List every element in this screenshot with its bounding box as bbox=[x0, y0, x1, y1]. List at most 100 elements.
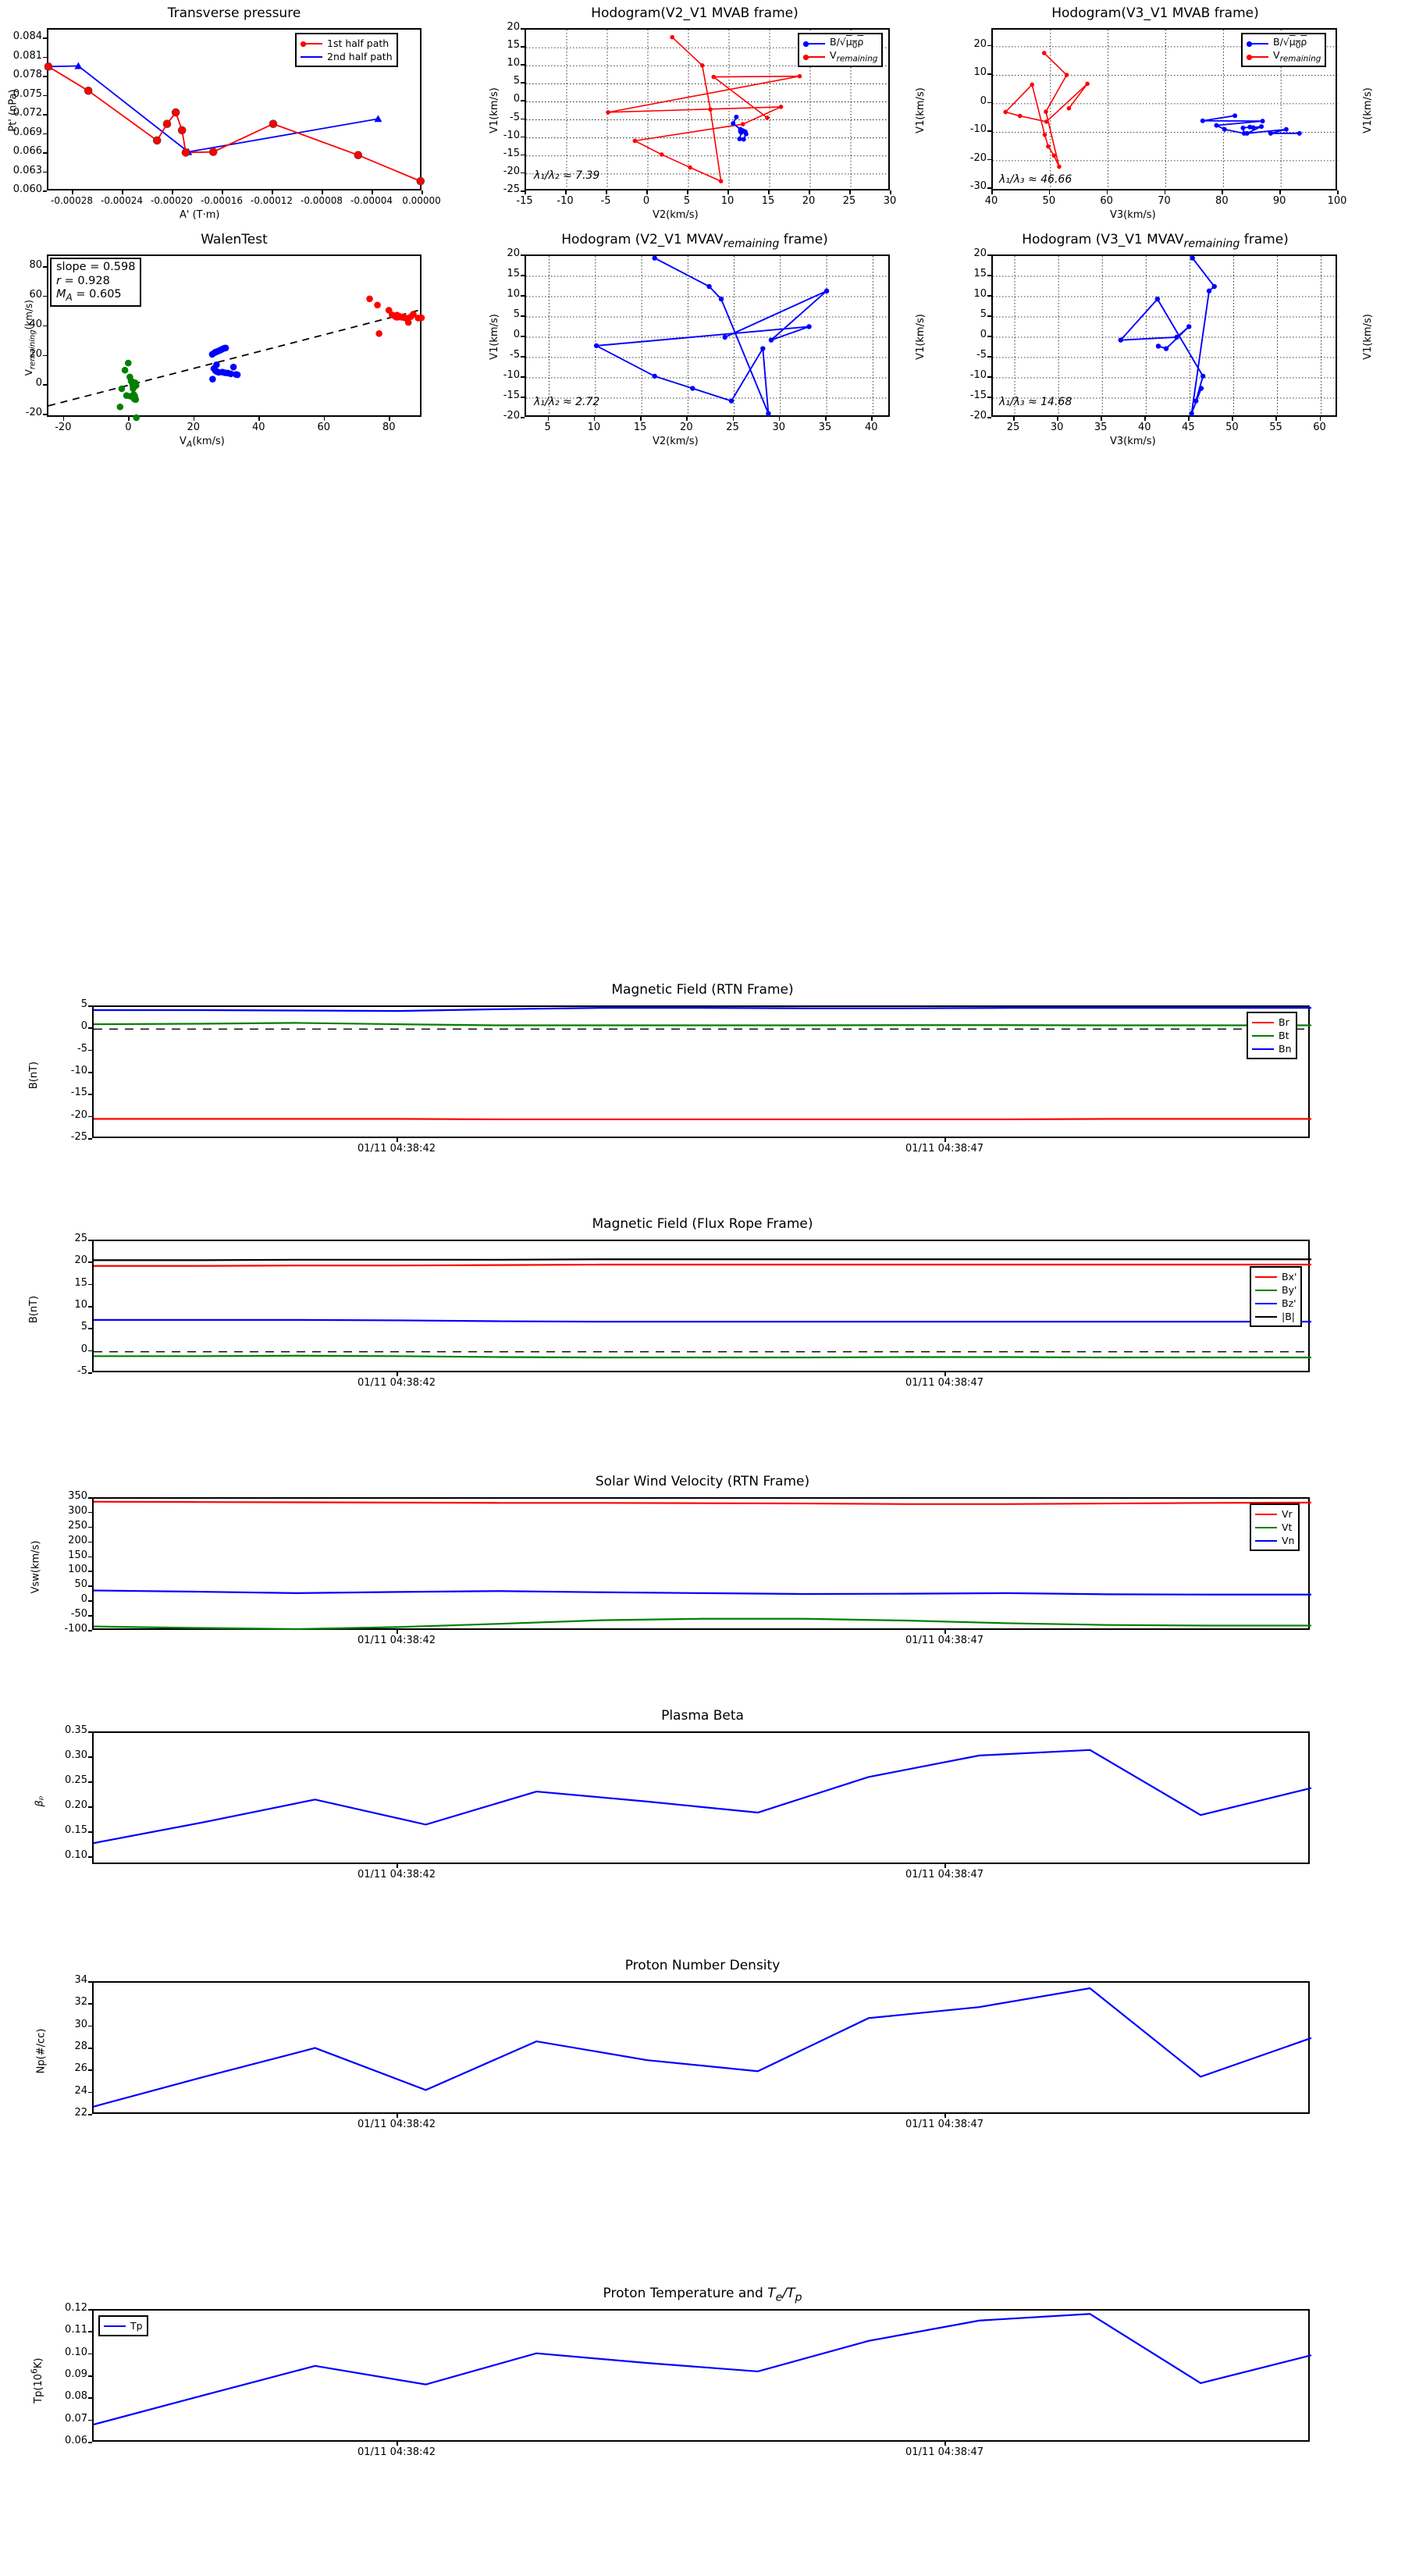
x-tick-mark bbox=[389, 417, 390, 421]
x-tick-label: 25 bbox=[726, 422, 739, 433]
y-tick-mark bbox=[987, 315, 991, 317]
y-tick-mark bbox=[521, 315, 525, 317]
y-tick-mark bbox=[521, 417, 525, 418]
y-tick-label: -20 bbox=[503, 410, 520, 422]
x-tick-mark bbox=[1279, 190, 1281, 194]
x-tick-label: -0.00004 bbox=[350, 195, 393, 206]
y-tick-mark bbox=[88, 1005, 92, 1007]
y-tick-label: -20 bbox=[969, 151, 987, 164]
y-tick-mark bbox=[88, 1511, 92, 1514]
legend-item: |B| bbox=[1255, 1310, 1297, 1323]
x-tick-mark bbox=[849, 190, 851, 194]
x-tick-mark bbox=[1106, 190, 1108, 194]
x-tick-label: 01/11 04:38:42 bbox=[357, 1143, 436, 1155]
plot-area bbox=[525, 254, 891, 418]
y-tick-mark bbox=[43, 133, 47, 135]
y-tick-label: 0.081 bbox=[12, 49, 42, 62]
x-tick-label: 60 bbox=[1100, 195, 1113, 207]
x-tick-label: 5 bbox=[544, 422, 551, 433]
legend-item: Vr bbox=[1255, 1507, 1294, 1521]
y-tick-mark bbox=[88, 1731, 92, 1733]
legend-item: By' bbox=[1255, 1283, 1297, 1297]
legend-item: Vn bbox=[1255, 1534, 1294, 1547]
y-axis-label-right: V1(km/s) bbox=[1361, 314, 1374, 360]
y-tick-mark bbox=[88, 1115, 92, 1118]
eigenvalue-ratio-annotation: λ₁/λ₂ ≈ 2.72 bbox=[534, 396, 600, 408]
x-tick-label: 40 bbox=[1137, 422, 1151, 433]
x-tick-label: 30 bbox=[883, 195, 897, 207]
walen-ma: MA = 0.605 bbox=[56, 288, 122, 304]
x-tick-label: 30 bbox=[1050, 422, 1064, 433]
x-tick-label: 60 bbox=[1313, 422, 1326, 433]
x-tick-mark bbox=[547, 417, 550, 421]
y-tick-mark bbox=[88, 1600, 92, 1602]
x-tick-label: 50 bbox=[1042, 195, 1056, 207]
y-tick-mark bbox=[88, 2114, 92, 2115]
y-axis-label-right: V1(km/s) bbox=[1361, 87, 1374, 133]
legend-item: Vremaining bbox=[803, 49, 878, 64]
y-tick-mark bbox=[987, 397, 991, 398]
x-tick-label: 20 bbox=[680, 422, 693, 433]
x-tick-label: -15 bbox=[516, 195, 533, 207]
legend: Bx' By' Bz' |B| bbox=[1250, 1266, 1303, 1327]
y-tick-mark bbox=[88, 1306, 92, 1308]
x-tick-mark bbox=[1164, 190, 1165, 194]
y-tick-label: -20 bbox=[25, 407, 42, 419]
legend-label: Tp bbox=[130, 2320, 143, 2332]
legend-item: Bz' bbox=[1255, 1297, 1297, 1310]
y-tick-mark bbox=[987, 130, 991, 132]
y-tick-mark bbox=[88, 1556, 92, 1558]
x-tick-label: 90 bbox=[1272, 195, 1286, 207]
x-tick-mark bbox=[397, 1864, 398, 1868]
y-tick-label: -5 bbox=[77, 1365, 87, 1377]
y-tick-label: 5 bbox=[80, 1321, 87, 1333]
legend: B/√μ0ρ Vremaining bbox=[798, 33, 884, 67]
y-tick-label: 0.08 bbox=[65, 2390, 87, 2403]
legend-line-bn bbox=[1252, 1048, 1274, 1050]
legend-line-red bbox=[803, 55, 825, 60]
x-tick-label: 100 bbox=[1327, 195, 1347, 207]
y-tick-label: -10 bbox=[503, 369, 520, 381]
legend-label: Vremaining bbox=[830, 49, 878, 64]
y-tick-label: 0.15 bbox=[65, 1824, 87, 1837]
panel-walen-test: WalenTest Vremaining(km/s) VA(km/s) slop… bbox=[0, 226, 468, 453]
legend-item: Vremaining bbox=[1247, 49, 1321, 64]
x-tick-label: 80 bbox=[382, 422, 396, 433]
y-tick-mark bbox=[987, 336, 991, 337]
legend-label: Vremaining bbox=[1273, 49, 1321, 64]
y-tick-label: 20 bbox=[973, 37, 987, 50]
y-tick-mark bbox=[43, 325, 47, 327]
legend-line-red bbox=[1247, 55, 1268, 60]
x-tick-mark bbox=[1013, 417, 1015, 421]
y-tick-mark bbox=[43, 295, 47, 297]
y-tick-label: -5 bbox=[77, 1042, 87, 1055]
y-tick-label: 24 bbox=[74, 2084, 87, 2097]
y-tick-label: -10 bbox=[70, 1065, 87, 1076]
legend: Tp bbox=[98, 2315, 148, 2336]
x-tick-mark bbox=[732, 417, 735, 421]
y-tick-mark bbox=[88, 1781, 92, 1783]
x-tick-label: 0 bbox=[642, 195, 650, 207]
x-tick-label: 01/11 04:38:47 bbox=[905, 2446, 984, 2458]
x-tick-mark bbox=[825, 417, 827, 421]
y-tick-mark bbox=[521, 356, 525, 358]
y-tick-mark bbox=[43, 56, 47, 59]
x-tick-mark bbox=[944, 1630, 946, 1634]
y-tick-label: -15 bbox=[70, 1087, 87, 1099]
y-tick-label: 15 bbox=[507, 268, 520, 279]
walen-slope: slope = 0.598 bbox=[56, 261, 136, 273]
y-tick-mark bbox=[521, 172, 525, 174]
legend-item: B/√μ0ρ bbox=[1247, 36, 1321, 51]
y-tick-label: -100 bbox=[64, 1623, 87, 1635]
legend: 1st half path 2nd half path bbox=[295, 33, 398, 67]
x-tick-label: 30 bbox=[772, 422, 786, 433]
y-tick-label: 80 bbox=[29, 259, 42, 272]
y-tick-label: 0 bbox=[513, 329, 520, 340]
y-tick-label: 60 bbox=[29, 288, 42, 301]
y-tick-label: 10 bbox=[74, 1299, 87, 1311]
x-tick-mark bbox=[272, 190, 273, 194]
y-tick-label: 0.069 bbox=[12, 126, 42, 138]
y-tick-mark bbox=[43, 76, 47, 77]
x-tick-label: -0.00024 bbox=[101, 195, 143, 206]
y-tick-label: 0 bbox=[35, 377, 42, 390]
